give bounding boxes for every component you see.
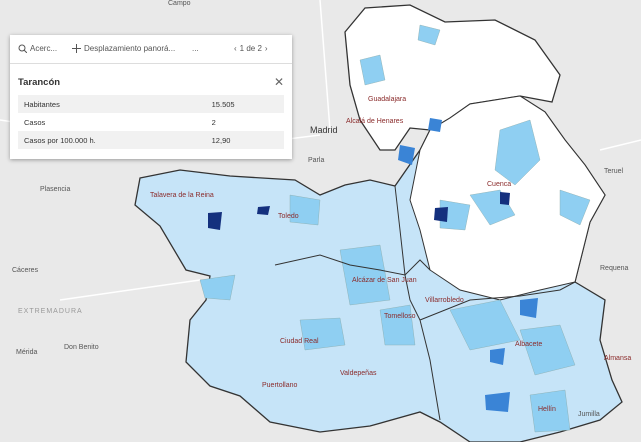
map-label: Alcalá de Henares [346,118,404,125]
pan-button[interactable]: Desplazamiento panorá... [72,44,175,53]
map-label: Hellín [538,406,556,413]
map-label: Requena [600,265,629,272]
zoom-icon [18,44,27,53]
popup-title: Tarancón [18,77,61,88]
map-label: Plasencia [40,186,70,193]
field: Habitantes [18,95,206,113]
value: 15.505 [205,95,284,113]
map-label: Puertollano [262,382,298,389]
map-label: Campo [168,0,191,7]
patches-darkest [208,192,510,230]
map-label: Cáceres [12,267,39,274]
map-label: Ciudad Real [280,338,319,345]
map-label: Parla [308,157,324,164]
next-button[interactable]: › [264,44,268,53]
value: 12,90 [205,131,284,149]
row: Casos 2 [18,113,284,131]
map-label: Jumilla [578,411,600,418]
map-label: Albacete [515,341,542,348]
field: Casos [18,113,206,131]
map-label: Teruel [604,168,624,175]
map-label: Guadalajara [368,96,406,103]
zoom-button[interactable]: Acerc... [18,44,57,53]
province-borders [274,185,576,421]
map-label: Alcázar de San Juan [352,277,417,284]
patches [199,24,591,433]
map-label: Villarrobledo [425,297,464,304]
pan-label: Desplazamiento panorá... [84,44,176,53]
pager-label: 1 de 2 [239,44,262,53]
pager: ‹ 1 de 2 › [234,44,268,53]
zoom-label: Acerc... [30,44,58,53]
close-button[interactable]: ✕ [273,75,284,89]
row: Habitantes 15.505 [18,95,284,113]
map-label: Almansa [604,355,631,362]
attribute-table: Habitantes 15.505 Casos 2 Casos por 100.00… [18,95,284,149]
map-label: Madrid [310,125,338,135]
prev-button[interactable]: ‹ [234,44,237,53]
map-label: Cuenca [487,181,511,188]
map-label: Valdepeñas [340,370,377,377]
row: Casos por 100.000 h. 12,90 [18,131,284,149]
divider [10,63,292,64]
more-button[interactable]: ... [192,44,199,53]
value: 2 [205,113,284,131]
more-label: ... [192,44,199,53]
field: Casos por 100.000 h. [18,131,206,149]
map-label: Talavera de la Reina [150,192,214,199]
map-label: Tomelloso [384,313,416,320]
patches-dark [398,118,538,412]
map-label: Toledo [278,213,299,220]
popup: Acerc... Desplazamiento panorá... ... ‹ … [10,35,292,159]
map-label: Mérida [16,349,38,356]
map-label: EXTREMADURA [18,308,83,315]
pan-icon [72,44,81,53]
map-label: Don Benito [64,344,99,351]
